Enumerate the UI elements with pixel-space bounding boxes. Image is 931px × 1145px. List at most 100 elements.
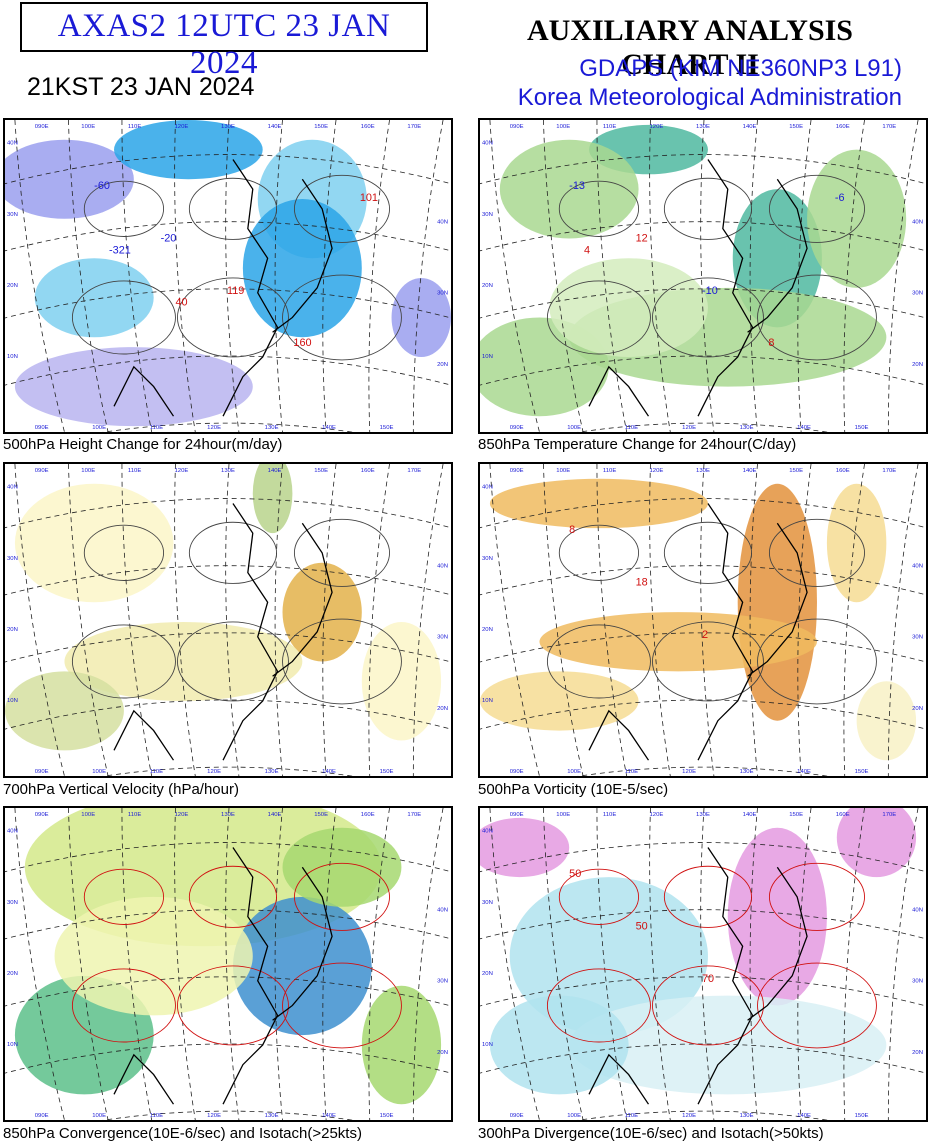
lat-label: 30N — [437, 291, 448, 297]
lon-label: 130E — [740, 1113, 754, 1119]
lon-label: 090E — [510, 769, 524, 775]
lon-label: 110E — [603, 812, 616, 818]
lon-label: 120E — [649, 812, 663, 818]
map-canvas: 090E 100E 110E 120E 130E 140E 150E 160E 170E 090E… — [5, 120, 451, 432]
lon-label: 170E — [407, 124, 421, 130]
lon-label: 140E — [268, 124, 282, 130]
contour-line — [177, 621, 289, 702]
lon-label: 090E — [35, 812, 49, 818]
lat-label: 20N — [482, 971, 493, 977]
lon-label: 170E — [882, 812, 896, 818]
shaded-area — [539, 612, 817, 672]
caption-850hpa-convergence: 850hPa Convergence(10E-6/sec) and Isotac… — [3, 1125, 362, 1142]
shaded-area — [856, 681, 917, 761]
shaded-area — [361, 985, 442, 1105]
shaded-area — [252, 464, 293, 534]
lon-label: 160E — [836, 812, 850, 818]
lon-label: 120E — [174, 812, 188, 818]
shaded-area — [242, 198, 362, 338]
contour-line — [293, 174, 390, 243]
contour-line — [546, 968, 651, 1043]
lon-label: 150E — [789, 468, 803, 474]
lat-label: 30N — [912, 979, 923, 985]
contour-line — [177, 277, 289, 358]
coastline — [113, 159, 333, 417]
lon-label: 140E — [322, 769, 336, 775]
local-time: 21KST 23 JAN 2024 — [27, 73, 255, 101]
lon-label: 090E — [510, 1113, 524, 1119]
lat-label: 30N — [482, 900, 493, 906]
lon-label: 140E — [322, 425, 336, 431]
map-canvas: 090E 100E 110E 120E 130E 140E 150E 160E 170E 090E… — [480, 464, 926, 776]
lon-label: 140E — [743, 468, 757, 474]
contour-line — [663, 521, 753, 584]
shaded-area — [64, 621, 303, 701]
lon-label: 110E — [625, 1113, 638, 1119]
shaded-area — [232, 896, 372, 1036]
center-value-label: 101 — [360, 192, 378, 204]
shaded-area — [836, 808, 917, 878]
contour-line — [652, 965, 764, 1046]
latitude-line — [5, 976, 451, 1007]
lon-label: 120E — [174, 468, 188, 474]
lon-label: 140E — [797, 425, 811, 431]
lat-label: 30N — [7, 556, 18, 562]
lat-label: 20N — [912, 706, 923, 712]
lon-label: 140E — [268, 812, 282, 818]
lat-label: 40N — [912, 564, 923, 570]
center-value-label: -20 — [161, 232, 177, 244]
latitude-line — [480, 632, 926, 663]
latitude-line — [480, 976, 926, 1007]
center-value-label: 12 — [636, 232, 648, 244]
code-title: AXAS2 12UTC 23 JAN 2024 — [57, 8, 391, 81]
lat-label: 40N — [912, 220, 923, 226]
contour-line — [188, 521, 278, 584]
lat-label: 40N — [912, 908, 923, 914]
map-canvas: 090E 100E 110E 120E 130E 140E 150E 160E 170E 090E… — [480, 120, 926, 432]
lon-label: 150E — [789, 124, 803, 130]
lon-label: 150E — [314, 468, 328, 474]
center-value-label: 40 — [175, 297, 187, 309]
shaded-area — [727, 827, 827, 1006]
lon-label: 110E — [625, 769, 638, 775]
lon-label: 150E — [855, 425, 869, 431]
lat-label: 30N — [912, 291, 923, 297]
longitude-line — [174, 464, 196, 776]
lon-label: 100E — [567, 1113, 581, 1119]
lon-label: 140E — [743, 124, 757, 130]
lon-label: 170E — [882, 468, 896, 474]
contour-line — [71, 968, 176, 1043]
shaded-area — [489, 995, 629, 1095]
contour-line — [757, 962, 877, 1049]
lon-label: 170E — [407, 468, 421, 474]
latitude-line — [5, 498, 451, 529]
lon-label: 160E — [836, 468, 850, 474]
lat-label: 40N — [482, 829, 493, 835]
longitude-line — [368, 120, 390, 432]
lat-label: 10N — [7, 354, 18, 360]
caption-300hpa-divergence: 300hPa Divergence(10E-6/sec) and Isotach… — [478, 1125, 824, 1142]
lat-label: 30N — [437, 979, 448, 985]
center-value-label: -60 — [94, 180, 110, 192]
lon-label: 130E — [740, 425, 754, 431]
contour-line — [83, 868, 165, 925]
lon-label: 150E — [314, 124, 328, 130]
coastline — [113, 847, 333, 1105]
contour-line — [768, 518, 865, 587]
center-value-label: 18 — [636, 576, 648, 588]
lon-label: 130E — [696, 124, 710, 130]
lon-label: 110E — [128, 124, 141, 130]
panel-500hpa-vorticity: 090E 100E 110E 120E 130E 140E 150E 160E 170E 090E… — [478, 462, 928, 778]
contour-line — [558, 180, 640, 237]
lon-label: 090E — [35, 1113, 49, 1119]
lat-label: 20N — [7, 627, 18, 633]
lat-label: 20N — [912, 1050, 923, 1056]
lon-label: 100E — [567, 425, 581, 431]
lon-label: 110E — [150, 425, 163, 431]
panel-700hpa-vertical-velocity: 090E 100E 110E 120E 130E 140E 150E 160E 170E 090E… — [3, 462, 453, 778]
lat-label: 20N — [7, 971, 18, 977]
contour-line — [652, 277, 764, 358]
lon-label: 140E — [797, 769, 811, 775]
latitude-line — [480, 909, 926, 940]
lon-label: 090E — [510, 812, 524, 818]
